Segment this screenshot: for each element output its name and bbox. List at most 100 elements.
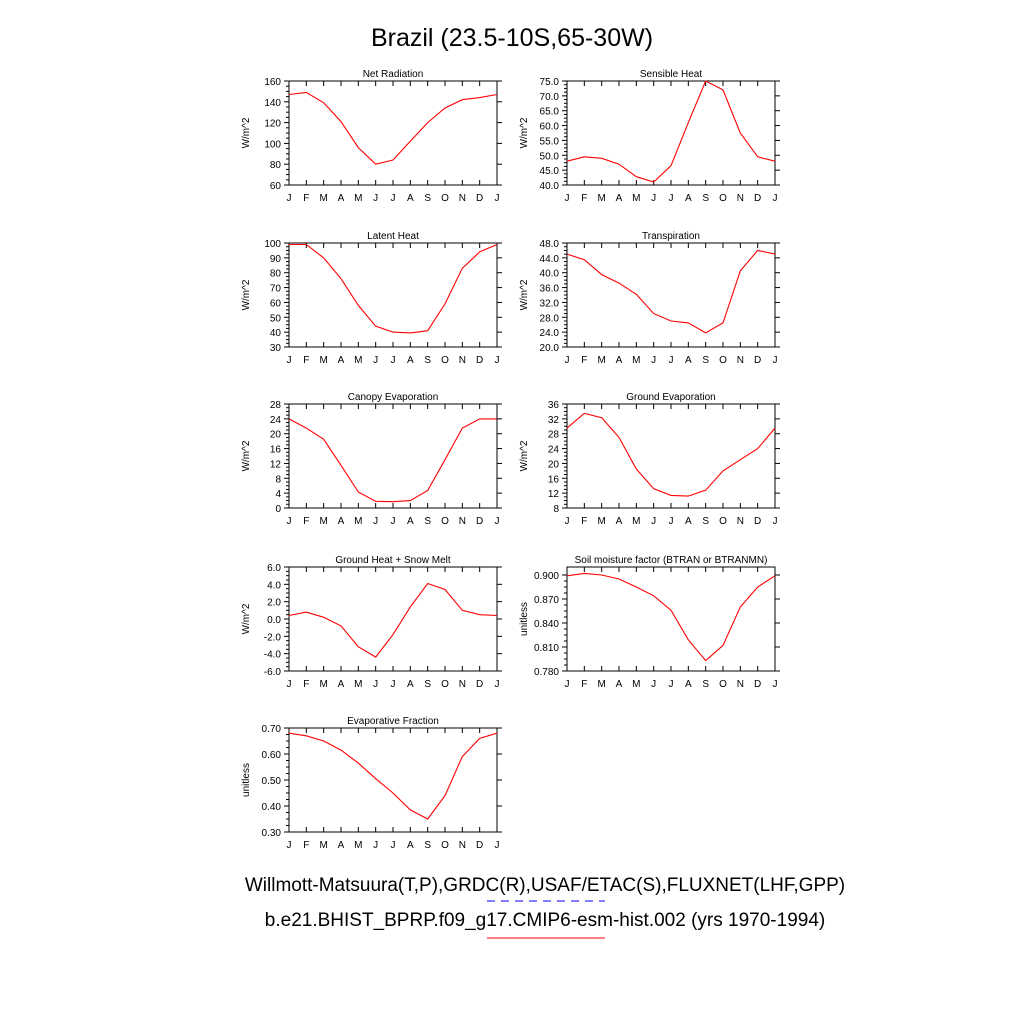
panel-title: Latent Heat	[367, 231, 419, 242]
x-tick-label: M	[597, 355, 605, 366]
plot-frame	[566, 242, 776, 348]
x-tick-label: M	[354, 679, 362, 690]
x-tick-label: J	[373, 679, 378, 690]
x-tick-label: N	[737, 193, 744, 204]
x-tick-label: S	[424, 840, 431, 851]
y-tick-label: 32	[548, 415, 560, 426]
x-tick-label: S	[702, 516, 709, 527]
series-line-model	[288, 91, 498, 165]
x-tick-label: J	[495, 355, 500, 366]
series-line-model	[288, 732, 498, 820]
x-tick-label: J	[495, 193, 500, 204]
plot-frame	[288, 566, 498, 672]
y-tick-label: 120	[264, 119, 281, 130]
x-tick-label: J	[287, 516, 292, 527]
y-tick-label: 65.0	[540, 107, 560, 118]
y-tick-label: 16	[270, 445, 282, 456]
y-tick-label: 50	[270, 313, 282, 324]
x-tick-label: M	[354, 516, 362, 527]
x-tick-label: A	[338, 840, 345, 851]
y-axis-label: W/m^2	[241, 440, 252, 471]
x-tick-label: A	[685, 679, 692, 690]
plot-frame	[566, 80, 776, 186]
y-tick-label: 80	[270, 269, 282, 280]
series-line-model	[566, 80, 776, 183]
x-tick-label: M	[632, 516, 640, 527]
x-tick-label: N	[737, 355, 744, 366]
y-tick-label: 40	[270, 328, 282, 339]
x-tick-label: J	[287, 679, 292, 690]
y-tick-label: 50.0	[540, 151, 560, 162]
y-tick-label: 90	[270, 254, 282, 265]
y-tick-label: 6.0	[267, 563, 281, 574]
x-tick-label: M	[632, 679, 640, 690]
x-tick-label: D	[754, 193, 761, 204]
y-tick-label: 20	[270, 430, 282, 441]
x-tick-label: D	[754, 679, 761, 690]
y-tick-label: 0.780	[534, 667, 559, 678]
y-axis-label: W/m^2	[519, 117, 530, 148]
y-tick-label: 24.0	[540, 328, 560, 339]
y-axis-label: W/m^2	[241, 117, 252, 148]
x-tick-label: A	[407, 355, 414, 366]
x-tick-label: J	[495, 516, 500, 527]
x-tick-label: A	[616, 516, 623, 527]
x-tick-label: O	[441, 355, 449, 366]
x-tick-label: M	[319, 516, 327, 527]
y-tick-label: 160	[264, 77, 281, 88]
x-tick-label: O	[441, 516, 449, 527]
x-tick-label: D	[476, 193, 483, 204]
x-tick-label: J	[391, 516, 396, 527]
y-tick-label: 0.70	[262, 724, 282, 735]
y-axis-label: W/m^2	[241, 603, 252, 634]
plot-frame	[288, 80, 498, 186]
figure-title: Brazil (23.5-10S,65-30W)	[371, 24, 653, 52]
y-tick-label: 4	[275, 489, 281, 500]
y-tick-label: 0.810	[534, 643, 559, 654]
y-tick-label: -6.0	[264, 667, 282, 678]
y-tick-label: 28	[270, 400, 282, 411]
x-tick-label: A	[616, 193, 623, 204]
x-tick-label: O	[719, 355, 727, 366]
x-tick-label: N	[459, 516, 466, 527]
x-tick-label: F	[303, 840, 309, 851]
x-tick-label: A	[616, 355, 623, 366]
x-tick-label: J	[391, 193, 396, 204]
x-tick-label: N	[459, 840, 466, 851]
x-tick-label: M	[597, 516, 605, 527]
y-tick-label: 100	[264, 239, 281, 250]
y-tick-label: 75.0	[540, 77, 560, 88]
y-tick-label: 48.0	[540, 239, 560, 250]
panel-title: Sensible Heat	[640, 69, 702, 80]
y-tick-label: 60.0	[540, 122, 560, 133]
x-tick-label: M	[354, 840, 362, 851]
y-axis-label: W/m^2	[519, 279, 530, 310]
x-tick-label: A	[616, 679, 623, 690]
x-tick-label: M	[597, 679, 605, 690]
y-tick-label: 0.0	[267, 615, 281, 626]
x-tick-label: A	[407, 193, 414, 204]
series-line-model	[288, 582, 498, 658]
x-tick-label: F	[581, 679, 587, 690]
x-tick-label: M	[319, 355, 327, 366]
y-tick-label: 12	[270, 459, 282, 470]
y-tick-label: 80	[270, 160, 282, 171]
panel-title: Net Radiation	[363, 69, 424, 80]
x-tick-label: J	[495, 840, 500, 851]
x-tick-label: J	[565, 679, 570, 690]
x-tick-label: J	[391, 355, 396, 366]
x-tick-label: S	[702, 193, 709, 204]
y-tick-label: 4.0	[267, 580, 281, 591]
y-tick-label: 30	[270, 343, 282, 354]
y-tick-label: 70	[270, 284, 282, 295]
footer-model-label: b.e21.BHIST_BPRP.f09_g17.CMIP6-esm-hist.…	[265, 910, 825, 931]
x-tick-label: N	[737, 516, 744, 527]
x-tick-label: A	[407, 840, 414, 851]
x-tick-label: S	[424, 355, 431, 366]
y-axis-label: W/m^2	[241, 279, 252, 310]
